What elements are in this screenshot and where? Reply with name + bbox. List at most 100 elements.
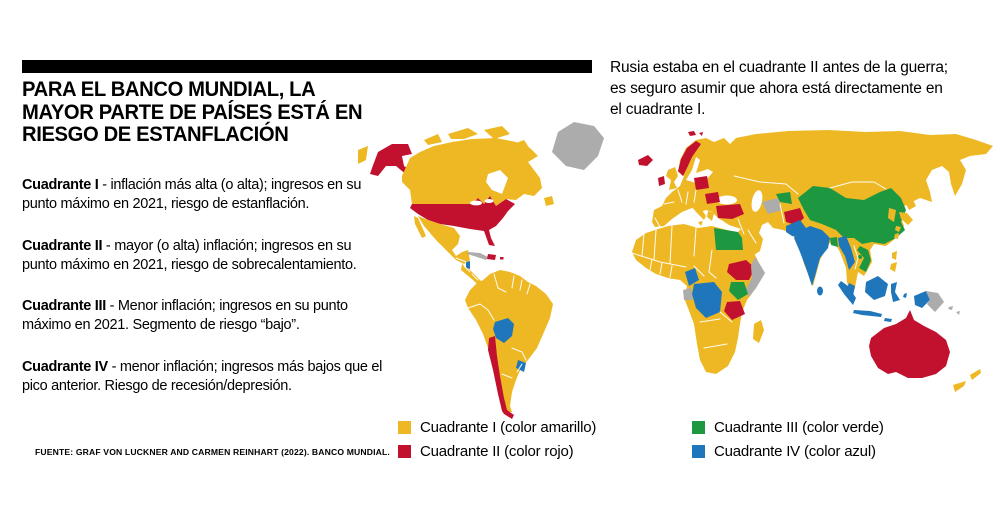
region-gabon xyxy=(683,288,693,300)
region-bolivia xyxy=(493,318,514,343)
page-title-line: MAYOR PARTE DE PAÍSES ESTÁ EN xyxy=(22,99,363,124)
region-india xyxy=(794,226,830,286)
region-central-america xyxy=(461,264,484,288)
region-south-america xyxy=(465,270,553,412)
region-philippines xyxy=(892,251,897,260)
region-korea xyxy=(888,208,896,222)
region-malaysia xyxy=(847,283,855,296)
page-title-line: RIESGO DE ESTANFLACIÓN xyxy=(22,122,289,147)
region-papua-new-guinea xyxy=(926,291,944,312)
region-hispaniola xyxy=(487,254,496,260)
definition-text: - menor inflación; ingresos más bajos qu… xyxy=(22,359,383,394)
region-sumatra xyxy=(838,281,856,305)
region-norway xyxy=(678,141,701,176)
definition-quadrant-4: Cuadrante IV - menor inflación; ingresos… xyxy=(22,358,386,396)
region-west-papua xyxy=(914,291,930,308)
region-madagascar xyxy=(753,320,764,343)
region-hainan xyxy=(858,255,862,259)
region-greece xyxy=(707,211,714,221)
region-ireland xyxy=(658,176,665,186)
definition-text: - Menor inflación; ingresos en su punto … xyxy=(22,298,348,334)
definition-quadrant-3: Cuadrante III - Menor inflación; ingreso… xyxy=(22,297,386,335)
legend-item-quadrant-4: Cuadrante IV (color azul) xyxy=(692,443,884,460)
region-sulawesi xyxy=(891,282,900,302)
region-cameroon xyxy=(685,268,699,286)
legend-right: Cuadrante III (color verde) Cuadrante IV… xyxy=(692,419,884,467)
definition-text: - inflación más alta (o alta); ingresos … xyxy=(22,177,362,212)
quadrant-4-swatch xyxy=(692,445,705,458)
region-egypt xyxy=(714,228,743,250)
definition-label: Cuadrante I xyxy=(22,177,99,193)
region-chile xyxy=(488,336,514,419)
region-dr-congo xyxy=(692,282,722,318)
legend-left: Cuadrante I (color amarillo) Cuadrante I… xyxy=(398,419,596,467)
annotation-line: Rusia estaba en el cuadrante II antes de… xyxy=(610,59,948,76)
region-lesser-sunda xyxy=(884,318,892,322)
region-cuba xyxy=(467,252,488,260)
region-moluccas xyxy=(903,293,907,298)
region-canada xyxy=(402,138,542,206)
region-svalbard xyxy=(688,131,696,136)
region-newfoundland xyxy=(544,196,554,206)
quadrant-1-swatch xyxy=(398,421,411,434)
country-borders-americas xyxy=(455,257,531,379)
region-turkmenistan xyxy=(762,198,782,214)
region-canada-arctic-island xyxy=(448,128,478,139)
region-mexico xyxy=(418,216,470,264)
region-turkey xyxy=(716,204,744,219)
page-title-line: PARA EL BANCO MUNDIAL, LA xyxy=(22,77,316,101)
legend-label: Cuadrante III (color verde) xyxy=(714,419,884,436)
black-sea xyxy=(717,195,737,205)
caspian-sea xyxy=(751,190,763,212)
region-ethiopia xyxy=(727,260,755,280)
map-americas xyxy=(358,122,604,419)
region-canada-arctic-island xyxy=(424,134,442,145)
quadrant-definitions: Cuadrante I - inflación más alta (o alta… xyxy=(22,176,386,419)
great-lakes xyxy=(470,200,482,206)
region-new-zealand-south xyxy=(953,381,966,392)
region-iceland xyxy=(638,155,653,166)
region-philippines xyxy=(890,262,897,272)
region-poland xyxy=(694,176,709,190)
region-kenya xyxy=(729,282,748,300)
russia-annotation: Rusia estaba en el cuadrante II antes de… xyxy=(610,57,948,120)
region-canada-arctic-island xyxy=(484,126,510,139)
page-title: PARA EL BANCO MUNDIAL, LA MAYOR PARTE DE… xyxy=(22,77,363,147)
region-myanmar xyxy=(838,236,855,270)
region-puerto-rico xyxy=(500,257,504,260)
region-italy xyxy=(692,203,706,220)
region-china xyxy=(798,186,906,244)
region-java xyxy=(853,310,882,317)
definition-label: Cuadrante III xyxy=(22,298,106,315)
region-chukotka-sliver xyxy=(358,146,368,164)
region-sicily xyxy=(698,221,703,226)
region-vietnam xyxy=(857,246,871,272)
quadrant-3-swatch xyxy=(692,421,705,434)
legend-label: Cuadrante I (color amarillo) xyxy=(420,419,597,436)
region-usa xyxy=(410,196,515,246)
definition-quadrant-2: Cuadrante II - mayor (o alta) inflación;… xyxy=(22,237,386,275)
legend-item-quadrant-1: Cuadrante I (color amarillo) xyxy=(398,419,596,436)
legend-label: Cuadrante IV (color azul) xyxy=(714,443,876,460)
region-baffin-island xyxy=(508,140,532,162)
region-solomon-islands xyxy=(956,311,960,315)
region-japan-kyushu xyxy=(895,226,901,232)
region-uzbekistan xyxy=(776,192,792,204)
source-note: FUENTE: GRAF VON LUCKNER AND CARMEN REIN… xyxy=(35,447,390,457)
region-tanzania xyxy=(724,301,745,320)
definition-label: Cuadrante II xyxy=(22,237,103,254)
region-new-zealand-north xyxy=(970,369,981,380)
region-belize xyxy=(466,261,470,269)
map-eastern-hemisphere xyxy=(631,130,993,392)
title-rule xyxy=(22,60,592,73)
region-japan-honshu xyxy=(899,212,913,225)
region-romania xyxy=(705,192,720,204)
region-svalbard xyxy=(699,132,703,136)
region-greenland xyxy=(552,122,604,170)
quadrant-2-swatch xyxy=(398,445,411,458)
legend-label: Cuadrante II (color rojo) xyxy=(420,443,574,460)
region-baja-california xyxy=(414,216,426,238)
region-borneo xyxy=(865,276,888,300)
definition-quadrant-1: Cuadrante I - inflación más alta (o alta… xyxy=(22,176,386,214)
